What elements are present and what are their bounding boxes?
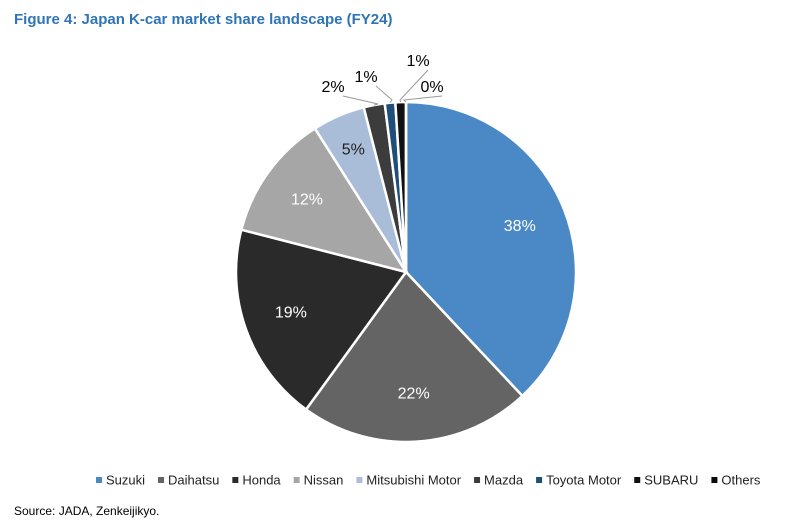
legend-swatch	[711, 477, 718, 483]
legend-label: SUBARU	[644, 472, 698, 487]
data-label: 0%	[420, 79, 443, 96]
legend-swatch	[232, 477, 239, 483]
legend-swatch	[356, 477, 363, 483]
chart-title: Figure 4: Japan K-car market share lands…	[14, 11, 392, 28]
pie-slice	[239, 126, 409, 274]
legend-swatch	[158, 477, 165, 483]
legend-label: Toyota Motor	[546, 472, 622, 487]
data-label: 1%	[354, 69, 377, 86]
legend-label: Mazda	[484, 472, 524, 487]
legend-swatch	[634, 477, 641, 483]
leader-line	[402, 95, 443, 103]
data-label: 2%	[321, 79, 344, 96]
legend-swatch	[474, 477, 481, 483]
legend-label: Mitsubishi Motor	[366, 472, 461, 487]
leader-line	[342, 95, 379, 106]
legend-label: Honda	[242, 472, 281, 487]
data-label: 1%	[406, 53, 429, 70]
pie-slice	[234, 228, 409, 412]
legend-label: Others	[721, 472, 761, 487]
pie-slice	[304, 270, 525, 444]
source: Source: JADA, Zenkeijikyo.	[14, 504, 159, 518]
leader-line	[375, 85, 393, 104]
data-label: 38%	[504, 218, 536, 235]
legend-label: Suzuki	[106, 472, 145, 487]
leader-line	[399, 69, 429, 103]
legend-swatch	[96, 477, 102, 483]
data-label: 22%	[398, 385, 430, 402]
legend-label: Daihatsu	[168, 472, 219, 487]
legend-swatch	[536, 477, 543, 483]
data-label: 5%	[342, 142, 365, 159]
legend-label: Nissan	[304, 472, 344, 487]
pie-slice	[404, 100, 578, 398]
legend-swatch	[293, 477, 300, 483]
data-label: 19%	[275, 305, 307, 322]
data-label: 12%	[291, 191, 323, 208]
